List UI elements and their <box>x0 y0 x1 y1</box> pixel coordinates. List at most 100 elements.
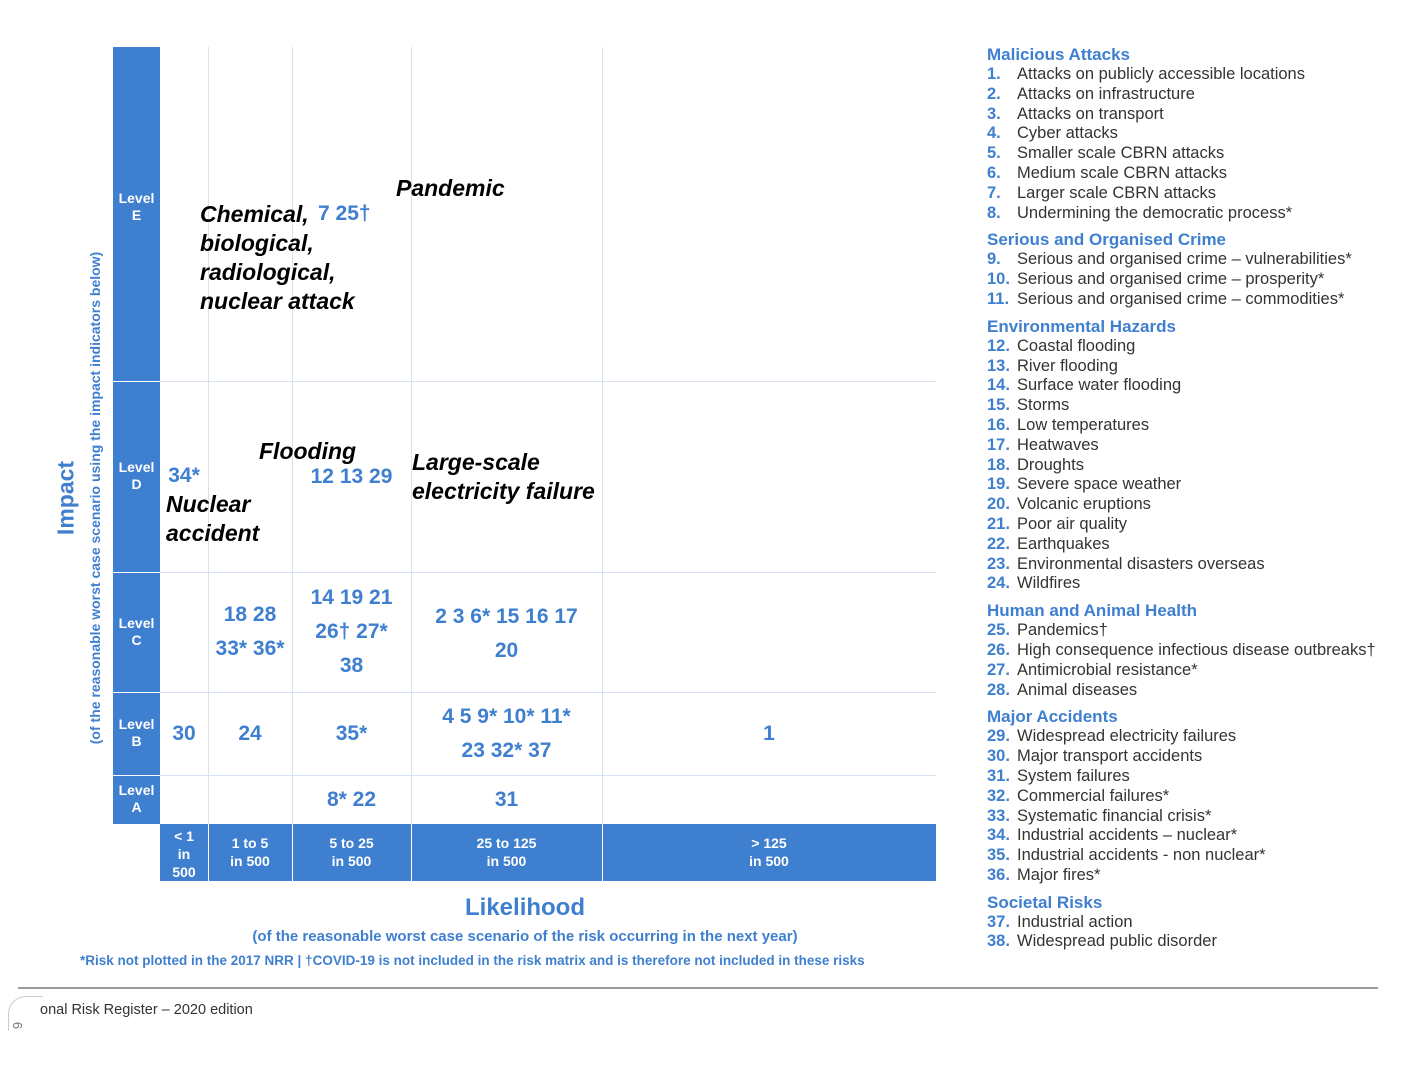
legend-category-title: Malicious Attacks <box>987 45 1130 64</box>
legend-item: 17. Heatwaves <box>987 436 1417 456</box>
risk-cell-numbers: 1 <box>763 722 775 745</box>
risk-callout-line: Chemical, <box>200 201 309 227</box>
chart-footnote: *Risk not plotted in the 2017 NRR | †COV… <box>80 953 865 968</box>
legend-item: 32. Commercial failures* <box>987 787 1417 807</box>
risk-callout-line: nuclear attack <box>200 288 355 314</box>
legend-item: 15. Storms <box>987 396 1417 416</box>
legend-item-number: 2. <box>987 84 1001 103</box>
legend-item-number: 1. <box>987 65 1001 83</box>
risk-cell-numbers: 4 5 9* 10* 11* <box>442 705 571 728</box>
legend-item: 23. Environmental disasters overseas <box>987 555 1417 575</box>
legend-item-number: 28. <box>987 680 1010 699</box>
likelihood-band-text: in 500 <box>486 853 527 869</box>
likelihood-bar-separator <box>602 824 603 881</box>
impact-level-word: Level <box>118 615 155 631</box>
legend-item-number: 33. <box>987 806 1010 825</box>
likelihood-band-text: in 500 <box>230 853 270 869</box>
risk-matrix: Level E Level D Level C Level B Level A < 1 in 500 1 … <box>52 47 936 968</box>
risk-callout-label: Nuclear accident <box>166 490 259 548</box>
legend-item-text: Serious and organised crime – vulnerabil… <box>1017 250 1352 269</box>
risk-cell-numbers: 8* 22 <box>326 788 377 811</box>
legend-item-text: Commercial failures* <box>1017 786 1170 805</box>
risk-cell-numbers: 23 32* 37 <box>461 739 552 762</box>
legend-item-text: River flooding <box>1017 356 1118 375</box>
legend-item-text: High consequence infectious disease outb… <box>1017 640 1376 659</box>
impact-level-letter: A <box>131 799 142 815</box>
likelihood-axis-bar <box>160 824 936 881</box>
legend-item-number: 11. <box>987 289 1010 308</box>
likelihood-band-text: in <box>177 846 191 862</box>
legend-item: 20. Volcanic eruptions <box>987 495 1417 515</box>
legend-item-text: Volcanic eruptions <box>1017 495 1151 514</box>
risk-callout-line: Pandemic <box>396 175 505 201</box>
likelihood-band-text: < 1 <box>174 828 194 844</box>
legend-item: 31. System failures <box>987 767 1417 787</box>
impact-bar-separator <box>113 775 160 776</box>
legend-item-text: Severe space weather <box>1017 475 1182 494</box>
likelihood-bar-separator <box>411 824 412 881</box>
legend-item: 26. High consequence infectious disease o… <box>987 641 1417 661</box>
grid-line-vertical <box>602 47 603 824</box>
likelihood-band-text: 25 to 125 <box>476 835 537 851</box>
legend-item-text: Coastal flooding <box>1017 336 1136 355</box>
risk-cell-numbers: 38 <box>339 654 364 677</box>
legend-item: 28. Animal diseases <box>987 681 1417 701</box>
risk-cell-numbers: 2 3 6* 15 16 17 <box>435 605 578 628</box>
likelihood-band-label: 5 to 25 in 500 <box>292 834 411 870</box>
impact-level-letter: C <box>131 632 142 648</box>
legend-item-text: Undermining the democratic process* <box>1017 203 1293 222</box>
risk-legend: Malicious Attacks 1. Attacks on publicly a… <box>987 44 1417 952</box>
legend-item-number: 24. <box>987 574 1010 593</box>
y-axis-title: Impact <box>52 460 79 536</box>
risk-cell: 2 3 6* 15 16 17 20 <box>411 600 602 668</box>
legend-item-text: Animal diseases <box>1017 680 1138 699</box>
impact-level-letter: D <box>131 476 142 492</box>
risk-cell: 34* <box>160 459 208 493</box>
risk-cell-numbers: 20 <box>494 639 519 662</box>
risk-cell-numbers: 24 <box>238 722 262 745</box>
legend-item-text: Droughts <box>1017 455 1084 474</box>
legend-item-number: 35. <box>987 846 1010 865</box>
legend-item: 13. River flooding <box>987 357 1417 377</box>
legend-item: 11. Serious and organised crime – commodi… <box>987 290 1417 310</box>
risk-cell: 14 19 21 26† 27* 38 <box>292 581 411 683</box>
impact-level-word: Level <box>118 782 155 798</box>
legend-item-text: Wildfires <box>1017 574 1081 593</box>
risk-cell: 12 13 29 <box>292 460 411 494</box>
grid-line-vertical <box>208 47 209 824</box>
legend-item-number: 21. <box>987 514 1010 533</box>
legend-item-text: Industrial accidents - non nuclear* <box>1017 846 1266 865</box>
legend-item-text: Medium scale CBRN attacks <box>1017 163 1227 182</box>
legend-category-title: Societal Risks <box>987 892 1103 912</box>
legend-item-text: Major transport accidents <box>1017 747 1203 766</box>
legend-item: 22. Earthquakes <box>987 535 1417 555</box>
risk-cell: 1 <box>602 717 936 751</box>
legend-item: 14. Surface water flooding <box>987 376 1417 396</box>
legend-item-number: 29. <box>987 727 1010 746</box>
legend-item: 2. Attacks on infrastructure <box>987 85 1417 105</box>
legend-item: 6. Medium scale CBRN attacks <box>987 164 1417 184</box>
risk-cell-numbers: 14 19 21 <box>310 586 393 609</box>
legend-category-title: Serious and Organised Crime <box>987 230 1227 250</box>
legend-item-text: Widespread public disorder <box>1017 932 1217 951</box>
impact-level-letter: B <box>131 733 142 749</box>
legend-item: 12. Coastal flooding <box>987 337 1417 357</box>
legend-item: 36. Major fires* <box>987 866 1417 886</box>
risk-cell: 8* 22 <box>292 783 411 817</box>
legend-item-number: 6. <box>987 163 1001 182</box>
grid-line-vertical <box>411 47 412 824</box>
risk-cell-numbers: 7 25† <box>318 202 371 225</box>
legend-item-number: 23. <box>987 554 1010 573</box>
legend-item-text: Attacks on infrastructure <box>1017 84 1195 103</box>
legend-item-number: 36. <box>987 865 1010 884</box>
legend-item-text: Larger scale CBRN attacks <box>1017 183 1216 202</box>
legend-item-number: 7. <box>987 183 1001 202</box>
legend-item: 18. Droughts <box>987 456 1417 476</box>
impact-level-word: Level <box>118 716 155 732</box>
risk-cell: 24 <box>208 717 292 751</box>
legend-item-text: Industrial accidents – nuclear* <box>1017 826 1238 845</box>
risk-callout-line: Large-scale <box>412 449 540 475</box>
likelihood-band-text: 5 to 25 <box>329 835 374 851</box>
legend-category-title: Environmental Hazards <box>987 316 1176 336</box>
risk-cell-numbers: 35* <box>335 722 368 745</box>
